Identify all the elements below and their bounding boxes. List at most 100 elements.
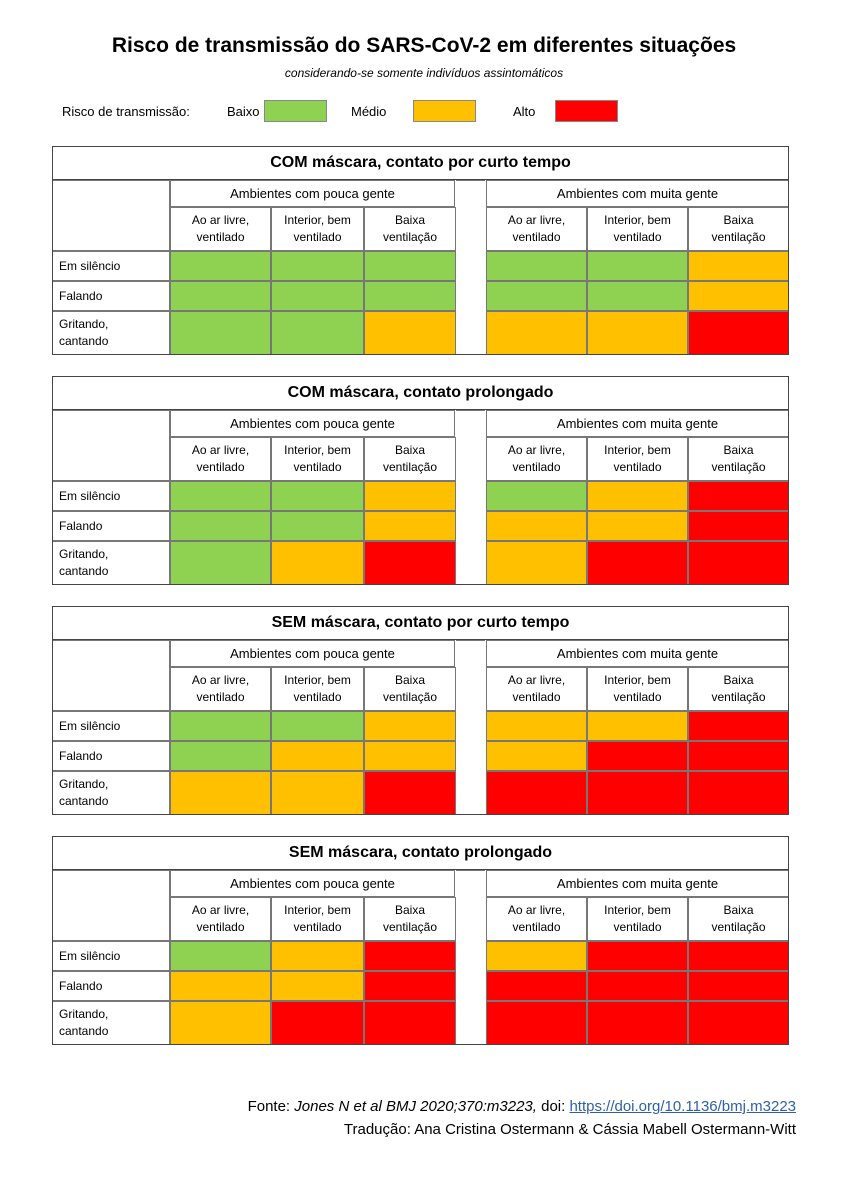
- risk-cell: [486, 541, 587, 585]
- risk-cell: [486, 251, 587, 281]
- risk-cell: [688, 481, 789, 511]
- risk-cell: [364, 511, 456, 541]
- risk-cell: [486, 311, 587, 355]
- risk-cell: [688, 941, 789, 971]
- risk-cell: [688, 711, 789, 741]
- risk-cell: [271, 741, 364, 771]
- risk-cell: [170, 711, 271, 741]
- risk-cell: [170, 941, 271, 971]
- risk-cell: [587, 281, 688, 311]
- risk-cell: [486, 711, 587, 741]
- risk-cell: [170, 481, 271, 511]
- row-label: Em silêncio: [52, 481, 170, 511]
- risk-cell: [587, 941, 688, 971]
- risk-cell: [364, 971, 456, 1001]
- group-header: Ambientes com pouca gente: [170, 410, 455, 437]
- group-spacer: [456, 410, 485, 585]
- risk-cell: [271, 941, 364, 971]
- legend-label: Risco de transmissão:: [62, 104, 190, 119]
- row-label: Falando: [52, 281, 170, 311]
- risk-cell: [271, 541, 364, 585]
- risk-cell: [271, 711, 364, 741]
- risk-cell: [587, 541, 688, 585]
- row-label: Falando: [52, 511, 170, 541]
- risk-cell: [486, 941, 587, 971]
- risk-table: COM máscara, contato por curto tempo Ambi…: [52, 146, 789, 355]
- risk-table: COM máscara, contato prolongado Ambientes…: [52, 376, 789, 585]
- legend-low-label: Baixo: [227, 104, 260, 119]
- header-corner: [52, 870, 170, 941]
- column-header: Interior, bem ventilado: [587, 667, 688, 711]
- table-title: SEM máscara, contato por curto tempo: [52, 606, 789, 640]
- column-header: Baixa ventilação: [688, 207, 789, 251]
- row-label: Gritando, cantando: [52, 771, 170, 815]
- risk-cell: [688, 541, 789, 585]
- column-header: Ao ar livre, ventilado: [486, 897, 587, 941]
- column-header: Ao ar livre, ventilado: [486, 437, 587, 481]
- risk-cell: [486, 741, 587, 771]
- risk-cell: [587, 251, 688, 281]
- row-label: Em silêncio: [52, 941, 170, 971]
- risk-cell: [170, 541, 271, 585]
- risk-cell: [688, 281, 789, 311]
- table-title: SEM máscara, contato prolongado: [52, 836, 789, 870]
- risk-cell: [364, 941, 456, 971]
- risk-cell: [486, 511, 587, 541]
- risk-cell: [170, 971, 271, 1001]
- risk-cell: [170, 311, 271, 355]
- row-label: Gritando, cantando: [52, 541, 170, 585]
- column-header: Ao ar livre, ventilado: [486, 667, 587, 711]
- column-header: Interior, bem ventilado: [587, 897, 688, 941]
- risk-cell: [486, 771, 587, 815]
- group-header: Ambientes com muita gente: [486, 180, 789, 207]
- group-header: Ambientes com pouca gente: [170, 180, 455, 207]
- column-header: Ao ar livre, ventilado: [170, 667, 271, 711]
- risk-cell: [364, 741, 456, 771]
- source-reference: Jones N et al BMJ 2020;370:m3223,: [294, 1098, 537, 1115]
- header-corner: [52, 410, 170, 481]
- group-spacer: [456, 640, 485, 815]
- row-label: Em silêncio: [52, 251, 170, 281]
- risk-cell: [364, 311, 456, 355]
- column-header: Interior, bem ventilado: [271, 437, 364, 481]
- legend-low-swatch: [264, 100, 327, 122]
- column-header: Baixa ventilação: [364, 667, 456, 711]
- column-header: Interior, bem ventilado: [587, 437, 688, 481]
- source-prefix: Fonte:: [247, 1098, 295, 1115]
- column-header: Interior, bem ventilado: [271, 207, 364, 251]
- risk-cell: [587, 1001, 688, 1045]
- header-corner: [52, 180, 170, 251]
- risk-cell: [688, 741, 789, 771]
- column-header: Baixa ventilação: [364, 437, 456, 481]
- source-citation: Fonte: Jones N et al BMJ 2020;370:m3223,…: [248, 1098, 796, 1115]
- risk-cell: [688, 311, 789, 355]
- risk-cell: [486, 971, 587, 1001]
- column-header: Baixa ventilação: [688, 437, 789, 481]
- risk-cell: [688, 971, 789, 1001]
- risk-cell: [271, 771, 364, 815]
- translation-credit: Tradução: Ana Cristina Ostermann & Cássi…: [343, 1121, 796, 1138]
- legend-high-label: Alto: [513, 104, 536, 119]
- row-label: Falando: [52, 971, 170, 1001]
- group-header: Ambientes com muita gente: [486, 870, 789, 897]
- risk-cell: [271, 251, 364, 281]
- row-label: Em silêncio: [52, 711, 170, 741]
- group-header: Ambientes com pouca gente: [170, 870, 455, 897]
- risk-cell: [364, 711, 456, 741]
- risk-cell: [587, 481, 688, 511]
- risk-cell: [486, 1001, 587, 1045]
- column-header: Baixa ventilação: [688, 667, 789, 711]
- risk-cell: [364, 541, 456, 585]
- doi-link[interactable]: https://doi.org/10.1136/bmj.m3223: [569, 1098, 796, 1115]
- column-header: Ao ar livre, ventilado: [170, 897, 271, 941]
- risk-cell: [271, 511, 364, 541]
- risk-cell: [688, 1001, 789, 1045]
- risk-cell: [170, 771, 271, 815]
- legend-medium-swatch: [413, 100, 476, 122]
- risk-cell: [364, 1001, 456, 1045]
- group-header: Ambientes com muita gente: [486, 410, 789, 437]
- risk-cell: [170, 281, 271, 311]
- risk-cell: [587, 771, 688, 815]
- risk-cell: [271, 481, 364, 511]
- column-header: Baixa ventilação: [688, 897, 789, 941]
